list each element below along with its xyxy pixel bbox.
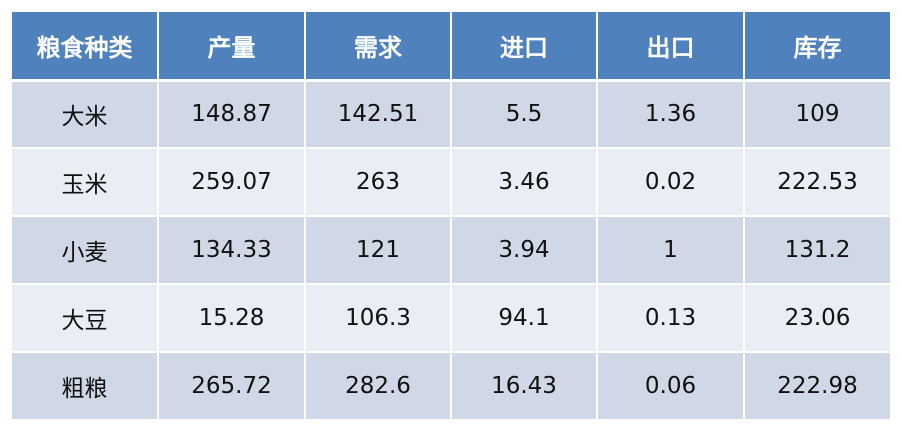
cell-inventory: 23.06 [744,284,890,353]
cell-production: 148.87 [158,80,306,149]
header-demand: 需求 [305,12,452,82]
table-header: 粮食种类 产量 需求 进口 出口 库存 [12,12,890,82]
table-row: 小麦 134.33 121 3.94 1 131.2 [12,216,890,285]
cell-inventory: 109 [744,80,890,149]
cell-export: 0.06 [597,352,745,421]
table-row: 大米 148.87 142.51 5.5 1.36 109 [12,80,890,149]
cell-export: 0.13 [597,284,745,353]
table-body: 大米 148.87 142.51 5.5 1.36 109 玉米 259.07 … [12,80,890,421]
cell-inventory: 222.98 [744,352,890,421]
cell-export: 1.36 [597,80,745,149]
cell-grain-type: 玉米 [12,148,159,217]
cell-import: 5.5 [451,80,598,149]
grain-table: 粮食种类 产量 需求 进口 出口 库存 大米 148.87 142.51 5.5… [12,12,890,421]
header-production: 产量 [158,12,306,82]
cell-grain-type: 大豆 [12,284,159,353]
cell-inventory: 222.53 [744,148,890,217]
cell-import: 94.1 [451,284,598,353]
cell-export: 0.02 [597,148,745,217]
cell-demand: 282.6 [305,352,452,421]
cell-production: 259.07 [158,148,306,217]
cell-export: 1 [597,216,745,285]
cell-grain-type: 小麦 [12,216,159,285]
cell-production: 134.33 [158,216,306,285]
header-grain-type: 粮食种类 [12,12,159,82]
table-row: 大豆 15.28 106.3 94.1 0.13 23.06 [12,284,890,353]
cell-demand: 106.3 [305,284,452,353]
table-row: 粗粮 265.72 282.6 16.43 0.06 222.98 [12,352,890,421]
cell-inventory: 131.2 [744,216,890,285]
cell-production: 15.28 [158,284,306,353]
cell-import: 3.46 [451,148,598,217]
cell-demand: 263 [305,148,452,217]
cell-import: 3.94 [451,216,598,285]
header-inventory: 库存 [744,12,890,82]
header-row: 粮食种类 产量 需求 进口 出口 库存 [12,12,890,82]
header-export: 出口 [597,12,745,82]
cell-grain-type: 粗粮 [12,352,159,421]
cell-grain-type: 大米 [12,80,159,149]
cell-demand: 142.51 [305,80,452,149]
cell-import: 16.43 [451,352,598,421]
cell-production: 265.72 [158,352,306,421]
cell-demand: 121 [305,216,452,285]
table-row: 玉米 259.07 263 3.46 0.02 222.53 [12,148,890,217]
header-import: 进口 [451,12,598,82]
